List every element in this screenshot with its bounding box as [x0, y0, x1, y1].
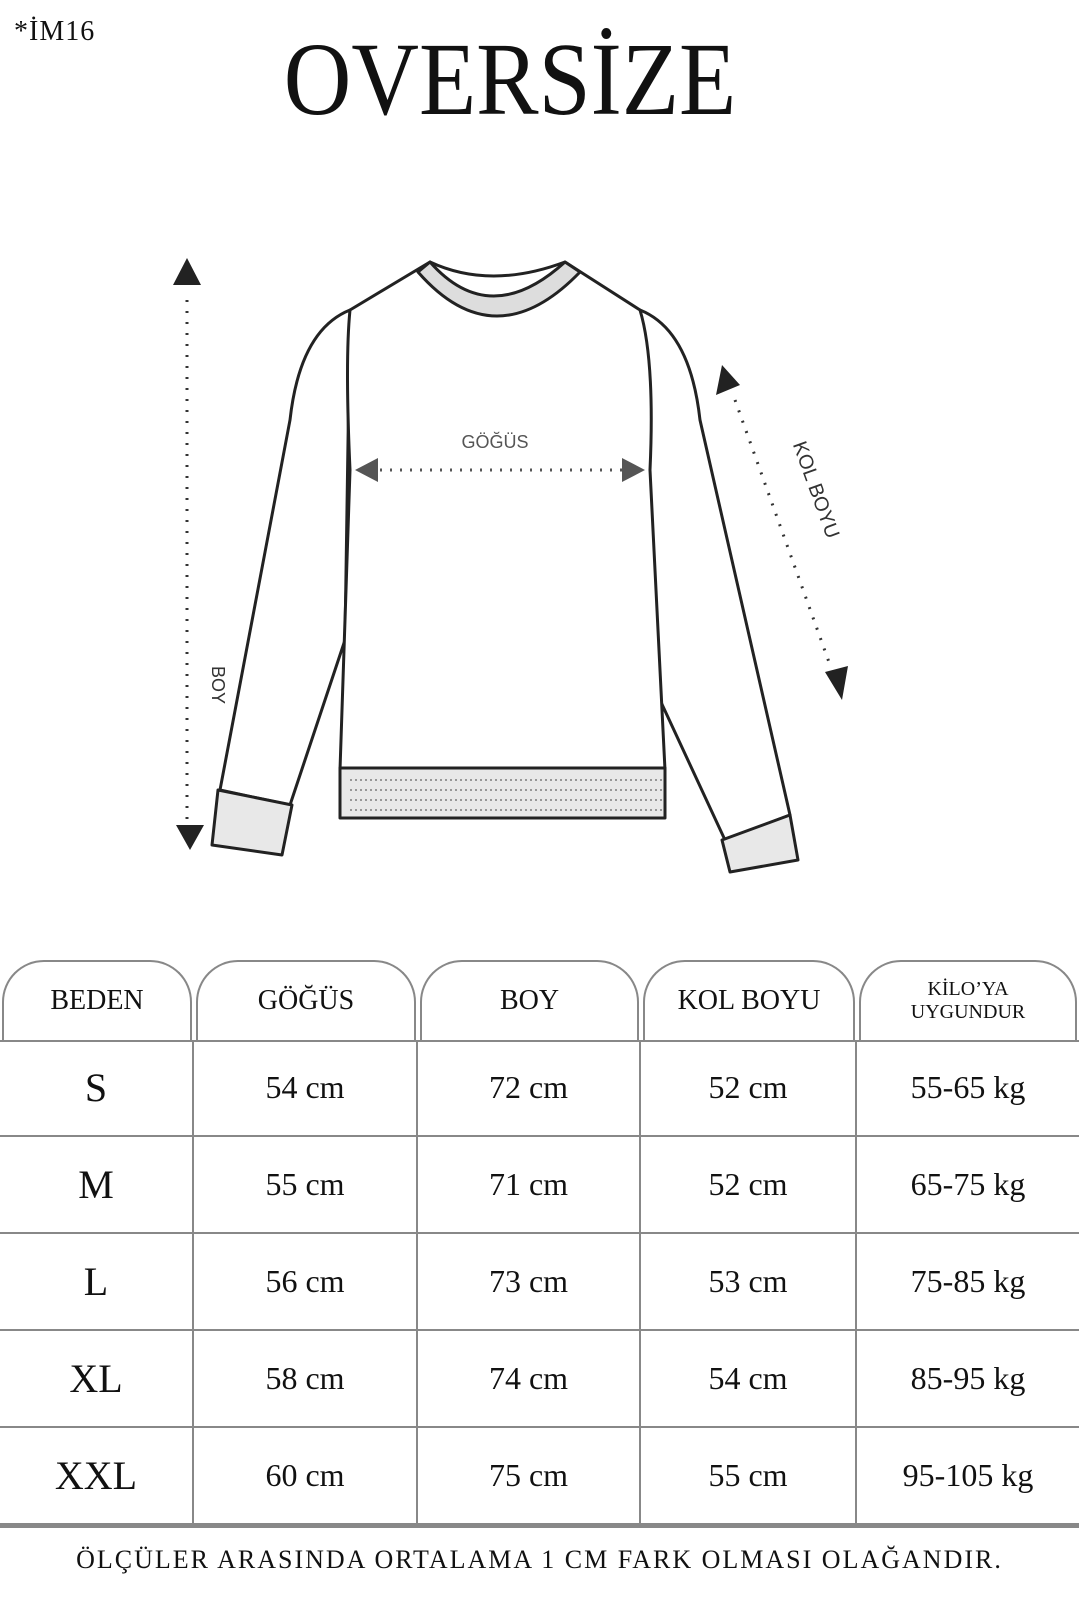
value-cell: 73 cm [418, 1234, 641, 1331]
product-code: *İM16 [14, 16, 96, 47]
length-label: BOY [208, 666, 228, 704]
value-cell: 75-85 kg [857, 1234, 1079, 1331]
value-cell: 58 cm [194, 1331, 418, 1428]
value-cell: 75 cm [418, 1428, 641, 1525]
value-cell: 74 cm [418, 1331, 641, 1428]
value-cell: 52 cm [641, 1040, 857, 1137]
size-cell: L [0, 1234, 194, 1331]
table-rule [0, 1040, 1079, 1042]
size-cell: M [0, 1137, 194, 1234]
header-cell: BEDEN [2, 960, 192, 1040]
value-cell: 65-75 kg [857, 1137, 1079, 1234]
header-cell: KİLO’YA UYGUNDUR [859, 960, 1077, 1040]
value-cell: 71 cm [418, 1137, 641, 1234]
value-cell: 54 cm [641, 1331, 857, 1428]
table-rule [0, 1525, 1079, 1528]
title: OVERSİZE [283, 22, 737, 137]
size-cell: XL [0, 1331, 194, 1428]
footer-note: ÖLÇÜLER ARASINDA ORTALAMA 1 CM FARK OLMA… [76, 1545, 1003, 1574]
value-cell: 55 cm [641, 1428, 857, 1525]
value-cell: 52 cm [641, 1137, 857, 1234]
value-cell: 72 cm [418, 1040, 641, 1137]
value-cell: 95-105 kg [857, 1428, 1079, 1525]
header-cell: KOL BOYU [643, 960, 855, 1040]
header-cell: GÖĞÜS [196, 960, 416, 1040]
size-cell: XXL [0, 1428, 194, 1525]
value-cell: 53 cm [641, 1234, 857, 1331]
header-cell: BOY [420, 960, 639, 1040]
value-cell: 55 cm [194, 1137, 418, 1234]
value-cell: 85-95 kg [857, 1331, 1079, 1428]
value-cell: 56 cm [194, 1234, 418, 1331]
size-cell: S [0, 1040, 194, 1137]
value-cell: 54 cm [194, 1040, 418, 1137]
value-cell: 60 cm [194, 1428, 418, 1525]
chest-label: GÖĞÜS [461, 431, 528, 452]
sweater-diagram: GÖĞÜS BOY KOL BOYU [173, 258, 848, 874]
value-cell: 55-65 kg [857, 1040, 1079, 1137]
